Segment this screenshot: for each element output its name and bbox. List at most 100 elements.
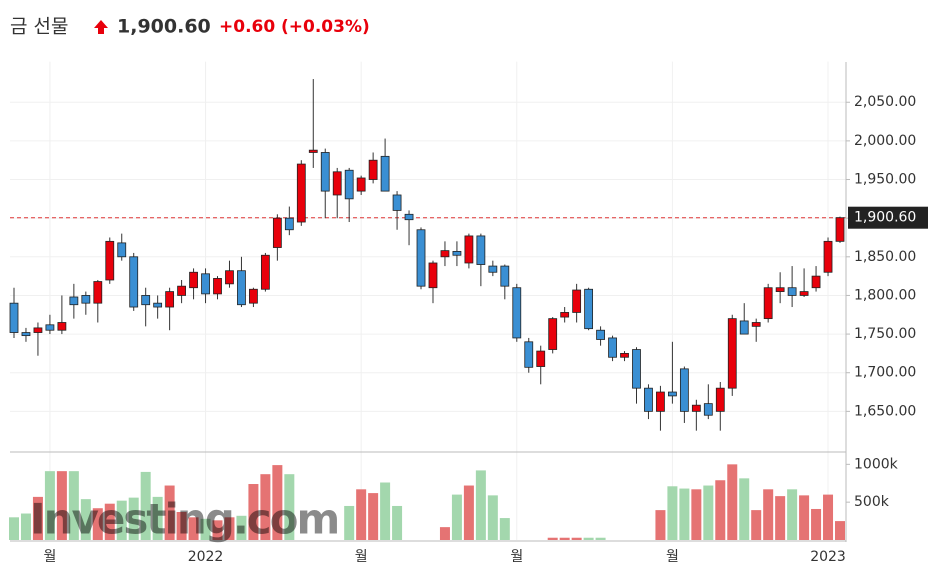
volume-bar bbox=[356, 489, 367, 540]
candle-body bbox=[368, 159, 378, 180]
volume-bar bbox=[272, 465, 283, 540]
volume-bar bbox=[655, 510, 666, 540]
candle-body bbox=[21, 332, 31, 337]
candle-body bbox=[560, 312, 570, 318]
volume-bar bbox=[715, 480, 726, 540]
y-tick-label: 1,850.00 bbox=[854, 249, 916, 265]
candle-body bbox=[308, 149, 318, 153]
volume-bar bbox=[835, 521, 845, 540]
volume-bar bbox=[9, 517, 19, 540]
volume-bar bbox=[44, 471, 55, 540]
volume-bar bbox=[679, 488, 690, 540]
volume-tick-label: 500k bbox=[854, 494, 890, 510]
volume-bar bbox=[691, 489, 702, 540]
candle-body bbox=[69, 296, 79, 306]
candle-body bbox=[213, 278, 222, 295]
y-tick-label: 2,050.00 bbox=[854, 94, 916, 110]
candle-body bbox=[45, 324, 55, 331]
volume-bar bbox=[188, 517, 199, 540]
candle-body bbox=[225, 270, 234, 285]
candle-body bbox=[141, 295, 151, 306]
candle-body bbox=[691, 404, 701, 412]
candle-body bbox=[632, 349, 641, 389]
volume-bar bbox=[763, 489, 774, 540]
volume-bar bbox=[727, 464, 738, 540]
candle-body bbox=[775, 287, 785, 292]
candle-body bbox=[799, 291, 809, 296]
volume-bar bbox=[128, 497, 139, 540]
volume-bar bbox=[152, 496, 163, 540]
candle-body bbox=[81, 295, 91, 304]
candle-body bbox=[620, 352, 629, 358]
candle-body bbox=[823, 240, 833, 273]
candle-body bbox=[129, 256, 139, 308]
candle-body bbox=[416, 229, 426, 287]
x-tick-label: 월 bbox=[666, 549, 679, 565]
candle-body bbox=[404, 213, 414, 221]
candle-body bbox=[763, 287, 773, 320]
candle-body bbox=[332, 171, 342, 196]
candle-body bbox=[679, 368, 689, 412]
candle-body bbox=[476, 235, 486, 265]
x-tick-label: 월 bbox=[43, 549, 56, 565]
candle-body bbox=[488, 265, 498, 273]
change: +0.60 bbox=[219, 17, 275, 37]
candle-body bbox=[835, 217, 845, 242]
y-tick-label: 1,650.00 bbox=[854, 403, 916, 419]
volume-bar bbox=[463, 485, 474, 540]
volume-bar bbox=[32, 496, 43, 540]
volume-bar bbox=[559, 537, 570, 540]
volume-bar bbox=[751, 510, 762, 540]
volume-bar bbox=[823, 494, 834, 540]
volume-bar bbox=[116, 500, 127, 540]
volume-bar bbox=[739, 478, 750, 540]
volume-bar bbox=[260, 474, 271, 540]
volume-bar bbox=[176, 512, 187, 540]
candle-body bbox=[739, 320, 749, 335]
volume-bar bbox=[799, 495, 810, 540]
candle-body bbox=[751, 322, 761, 327]
candle-body bbox=[153, 302, 163, 308]
y-tick-label: 2,000.00 bbox=[854, 133, 916, 149]
candle-body bbox=[33, 327, 43, 333]
volume-bar bbox=[92, 508, 103, 540]
x-tick-label: 2023 bbox=[810, 549, 846, 565]
volume-bar bbox=[775, 496, 786, 540]
volume-bar bbox=[787, 489, 798, 540]
candle-body bbox=[524, 341, 534, 368]
candle-body bbox=[668, 391, 677, 397]
change-pct: (+0.03%) bbox=[281, 17, 370, 37]
volume-bar bbox=[667, 486, 678, 540]
volume-bar bbox=[547, 537, 558, 540]
candle-body bbox=[272, 217, 282, 248]
candle-body bbox=[356, 177, 366, 192]
candle-body bbox=[177, 285, 186, 296]
volume-bar bbox=[703, 485, 714, 540]
y-tick-label: 1,950.00 bbox=[854, 172, 916, 188]
last-price-box bbox=[848, 206, 928, 229]
candle-body bbox=[117, 242, 127, 258]
watermark: Investing.com bbox=[30, 495, 338, 544]
volume-bar bbox=[20, 513, 31, 540]
candle-body bbox=[105, 240, 115, 281]
candle-body bbox=[93, 281, 103, 304]
candle-body bbox=[715, 387, 725, 412]
candle-body bbox=[260, 254, 270, 290]
candle-body bbox=[608, 337, 617, 358]
candle-body bbox=[787, 287, 797, 296]
price: 1,900.60 bbox=[117, 16, 211, 38]
y-tick-label: 1,700.00 bbox=[854, 365, 916, 381]
candle-body bbox=[536, 350, 546, 367]
candle-body bbox=[344, 169, 354, 200]
candle-body bbox=[703, 403, 713, 416]
volume-bar bbox=[200, 518, 211, 540]
volume-bar bbox=[68, 471, 79, 540]
candle-body bbox=[727, 318, 737, 389]
volume-bar bbox=[487, 495, 498, 540]
candle-body bbox=[428, 262, 438, 289]
volume-bar bbox=[104, 503, 115, 540]
candle-body bbox=[284, 217, 294, 231]
candle-body bbox=[500, 265, 510, 287]
candle-body bbox=[165, 291, 175, 308]
